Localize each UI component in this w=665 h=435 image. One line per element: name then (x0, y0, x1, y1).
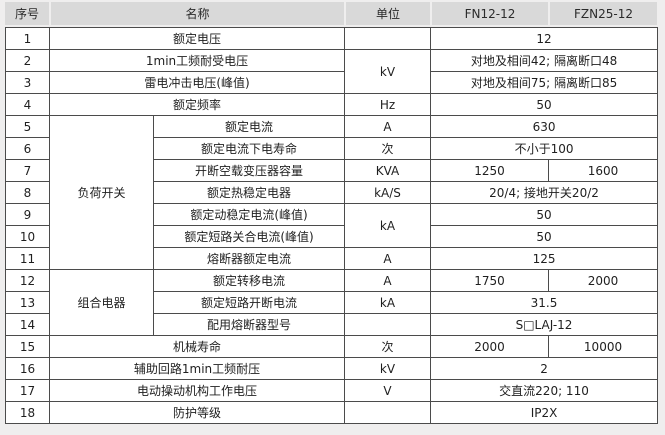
column-header-fzn25: FZN25-12 (550, 2, 657, 25)
spec-table: 1 额定电压 12 2 1min工频耐受电压 kV 对地及相间42; 隔离断口4… (5, 27, 659, 424)
row-number-cell: 7 (5, 159, 50, 182)
name-cell: 额定电流下电寿命 (152, 137, 346, 160)
name-cell: 机械寿命 (48, 335, 346, 358)
unit-cell: KVA (344, 159, 432, 182)
table-row: 4 额定频率 Hz 50 (5, 93, 659, 116)
row-number-cell: 9 (5, 203, 50, 226)
name-cell: 额定电流 (152, 115, 346, 138)
group-cell-combined-apparatus: 组合电器 (49, 269, 154, 336)
unit-cell (344, 401, 432, 424)
column-header-serial: 序号 (5, 2, 49, 25)
unit-cell: kV (344, 357, 432, 380)
value-cell: 12 (430, 27, 659, 50)
value-cell: S□LAJ-12 (430, 313, 659, 336)
value-cell: 125 (430, 247, 659, 270)
name-cell: 额定短路开断电流 (152, 291, 346, 314)
table-row: 13 额定短路开断电流 kA 31.5 (5, 291, 659, 314)
name-cell: 额定动稳定电流(峰值) (152, 203, 346, 226)
column-header-name: 名称 (51, 2, 344, 25)
value-cell-fn12: 2000 (430, 335, 550, 358)
name-cell: 电动操动机构工作电压 (48, 379, 346, 402)
row-number-cell: 6 (5, 137, 50, 160)
unit-cell: 次 (344, 335, 432, 358)
name-cell: 雷电冲击电压(峰值) (48, 71, 346, 94)
value-cell: 对地及相间75; 隔离断口85 (430, 71, 659, 94)
column-header-fn12: FN12-12 (432, 2, 548, 25)
row-number-cell: 18 (5, 401, 50, 424)
name-cell: 熔断器额定电流 (152, 247, 346, 270)
value-cell-fzn25: 2000 (548, 269, 659, 292)
table-row: 15 机械寿命 次 2000 10000 (5, 335, 659, 358)
row-number-cell: 12 (5, 269, 50, 292)
row-number-cell: 1 (5, 27, 50, 50)
row-number-cell: 11 (5, 247, 50, 270)
table-row: 12 组合电器 额定转移电流 A 1750 2000 (5, 269, 659, 336)
name-cell: 额定转移电流 (152, 269, 346, 292)
table-row: 3 雷电冲击电压(峰值) 对地及相间75; 隔离断口85 (5, 71, 659, 94)
row-number-cell: 4 (5, 93, 50, 116)
unit-cell (344, 313, 432, 336)
table-row: 8 额定热稳定电器 kA/S 20/4; 接地开关20/2 (5, 181, 659, 204)
name-cell: 额定热稳定电器 (152, 181, 346, 204)
table-row: 9 额定动稳定电流(峰值) kA 50 (5, 203, 659, 248)
row-number-cell: 14 (5, 313, 50, 336)
row-number-cell: 3 (5, 71, 50, 94)
table-row: 16 辅助回路1min工频耐压 kV 2 (5, 357, 659, 380)
value-cell: 50 (430, 225, 659, 248)
value-cell: 31.5 (430, 291, 659, 314)
unit-cell: kA (344, 291, 432, 314)
value-cell-fn12: 1250 (430, 159, 550, 182)
unit-cell: A (344, 247, 432, 270)
name-cell: 1min工频耐受电压 (48, 49, 346, 72)
unit-cell: 次 (344, 137, 432, 160)
name-cell: 额定频率 (48, 93, 346, 116)
unit-cell: A (344, 269, 432, 292)
unit-cell: Hz (344, 93, 432, 116)
table-row: 2 1min工频耐受电压 kV 对地及相间42; 隔离断口48 (5, 49, 659, 94)
name-cell: 额定电压 (48, 27, 346, 50)
unit-cell: kV (344, 49, 432, 94)
table-row: 10 额定短路关合电流(峰值) 50 (5, 225, 659, 248)
row-number-cell: 17 (5, 379, 50, 402)
unit-cell: kA (344, 203, 432, 248)
name-cell: 开断空载变压器容量 (152, 159, 346, 182)
row-number-cell: 2 (5, 49, 50, 72)
value-cell: 50 (430, 203, 659, 226)
value-cell: 交直流220; 110 (430, 379, 659, 402)
value-cell: 630 (430, 115, 659, 138)
value-cell: 50 (430, 93, 659, 116)
name-cell: 配用熔断器型号 (152, 313, 346, 336)
name-cell: 额定短路关合电流(峰值) (152, 225, 346, 248)
value-cell: 2 (430, 357, 659, 380)
unit-cell: A (344, 115, 432, 138)
unit-cell: kA/S (344, 181, 432, 204)
value-cell: IP2X (430, 401, 659, 424)
name-cell: 防护等级 (48, 401, 346, 424)
value-cell-fzn25: 10000 (548, 335, 659, 358)
table-row: 17 电动操动机构工作电压 V 交直流220; 110 (5, 379, 659, 402)
table-row: 7 开断空载变压器容量 KVA 1250 1600 (5, 159, 659, 182)
value-cell-fzn25: 1600 (548, 159, 659, 182)
name-cell: 辅助回路1min工频耐压 (48, 357, 346, 380)
table-row: 18 防护等级 IP2X (5, 401, 659, 424)
value-cell-fn12: 1750 (430, 269, 550, 292)
row-number-cell: 5 (5, 115, 50, 138)
row-number-cell: 13 (5, 291, 50, 314)
value-cell: 20/4; 接地开关20/2 (430, 181, 659, 204)
column-header-unit: 单位 (346, 2, 430, 25)
row-number-cell: 16 (5, 357, 50, 380)
value-cell: 对地及相间42; 隔离断口48 (430, 49, 659, 72)
row-number-cell: 10 (5, 225, 50, 248)
row-number-cell: 8 (5, 181, 50, 204)
table-row: 5 负荷开关 额定电流 A 630 (5, 115, 659, 270)
value-cell: 不小于100 (430, 137, 659, 160)
row-number-cell: 15 (5, 335, 50, 358)
group-cell-load-switch: 负荷开关 (49, 115, 154, 270)
table-row: 1 额定电压 12 (5, 27, 659, 50)
unit-cell (344, 27, 432, 50)
unit-cell: V (344, 379, 432, 402)
